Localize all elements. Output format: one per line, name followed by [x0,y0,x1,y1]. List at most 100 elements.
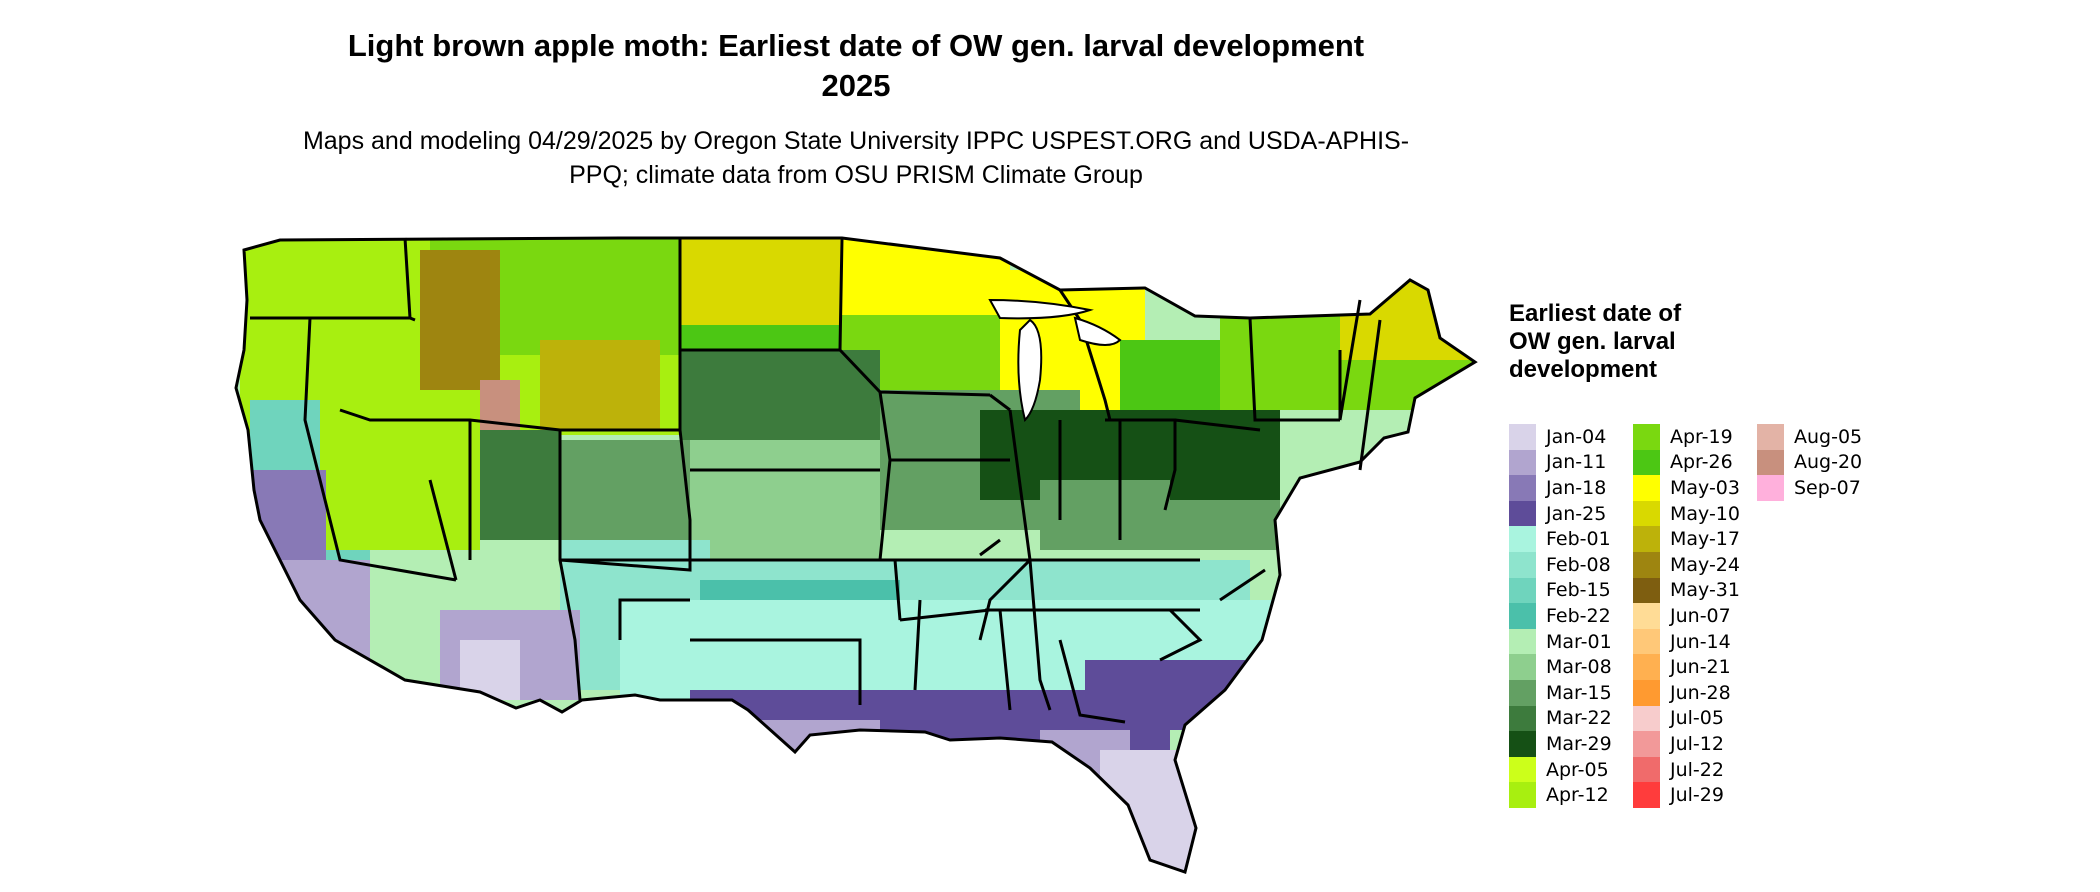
legend-swatch [1633,526,1660,552]
legend-item: Aug-20 [1757,449,1863,476]
legend-item: May-10 [1633,500,1740,527]
legend-label: Feb-08 [1546,553,1611,576]
legend-label: Mar-22 [1546,707,1612,730]
legend-swatch [1509,654,1536,680]
legend-item: May-31 [1633,577,1740,604]
legend-label: May-17 [1670,528,1740,551]
legend-item: Feb-15 [1509,577,1612,604]
legend-item: May-24 [1633,551,1740,578]
map-title: Light brown apple moth: Earliest date of… [347,28,1365,103]
legend-label: Jan-25 [1546,502,1607,525]
legend-item: Mar-15 [1509,679,1612,706]
legend-label: Apr-05 [1546,758,1609,781]
legend-swatch [1633,654,1660,680]
legend-swatch [1633,551,1660,578]
legend-swatch [1633,731,1660,757]
legend-label: Sep-07 [1794,476,1861,499]
legend-item: Jul-29 [1633,782,1740,808]
legend-label: Jan-11 [1546,451,1607,474]
legend-label: Jul-12 [1670,732,1724,755]
legend-swatch [1633,424,1660,450]
legend-label: Jun-28 [1670,681,1731,704]
legend-item: Jul-12 [1633,731,1740,757]
legend-label: Feb-22 [1546,604,1611,627]
legend-item: Jun-28 [1633,679,1740,706]
legend-swatch [1509,424,1536,450]
legend-label: Jan-04 [1546,425,1607,448]
legend-label: May-03 [1670,476,1740,499]
legend-label: Feb-01 [1546,528,1611,551]
legend-swatch [1757,449,1784,476]
legend-swatch [1633,577,1660,604]
legend-item: Jun-21 [1633,654,1740,680]
legend-swatch [1509,756,1536,783]
legend-label: Aug-20 [1794,451,1863,474]
legend-column: Jan-04 Jan-11 Jan-18 Jan-25 Feb-01 Feb-08 Feb-… [1509,424,1612,808]
legend-item: Mar-22 [1509,705,1612,732]
legend-swatch [1633,705,1660,732]
legend-item: Jul-05 [1633,705,1740,732]
legend-swatch [1509,628,1536,655]
legend-item: Jan-11 [1509,449,1612,476]
legend-label: Apr-26 [1670,451,1733,474]
legend-item: Feb-22 [1509,603,1612,629]
legend-label: Feb-15 [1546,579,1611,602]
phenology-raster [236,238,1475,872]
legend-item: May-17 [1633,526,1740,552]
legend-swatch [1633,782,1660,808]
legend-label: Jul-29 [1670,784,1724,807]
legend-swatch [1509,577,1536,604]
legend-swatch [1633,679,1660,706]
legend-swatch [1633,500,1660,527]
legend-label: May-10 [1670,502,1740,525]
legend-swatch [1509,782,1536,808]
legend-swatch [1509,526,1536,552]
legend-label: May-24 [1670,553,1740,576]
legend-item: Jan-18 [1509,475,1612,501]
legend-item: Jun-07 [1633,603,1740,629]
legend-swatch [1633,756,1660,783]
legend-swatch [1633,449,1660,476]
legend-label: Mar-08 [1546,656,1612,679]
legend-item: Jan-25 [1509,500,1612,527]
legend-title: Earliest date of OW gen. larval developm… [1509,300,1682,383]
legend-label: Jun-14 [1670,630,1731,653]
legend-item: May-03 [1633,475,1740,501]
legend-swatch [1509,475,1536,501]
legend-label: Mar-15 [1546,681,1612,704]
legend-item: Apr-26 [1633,449,1740,476]
legend-item: Mar-29 [1509,731,1612,757]
legend-label: Jul-05 [1670,707,1724,730]
legend-label: Jun-07 [1670,604,1731,627]
legend-label: Mar-29 [1546,732,1612,755]
legend-item: Apr-05 [1509,756,1612,783]
legend-item: Feb-01 [1509,526,1612,552]
legend-swatch [1509,731,1536,757]
legend-swatch [1633,628,1660,655]
us-phenology-map [234,236,1478,874]
legend-swatch [1509,679,1536,706]
great-lakes [988,298,1122,422]
legend-swatch [1509,500,1536,527]
map-subtitle: Maps and modeling 04/29/2025 by Oregon S… [302,127,1410,189]
legend-item: Jan-04 [1509,424,1612,450]
state-boundaries [234,236,1478,874]
legend-label: Jan-18 [1546,476,1607,499]
legend-label: May-31 [1670,579,1740,602]
legend-swatch [1633,603,1660,629]
legend-item: Apr-19 [1633,424,1740,450]
legend-label: Jul-22 [1670,758,1724,781]
legend-swatch [1757,475,1784,501]
legend-column: Apr-19 Apr-26 May-03 May-10 May-17 May-24 May-… [1633,424,1740,808]
legend-label: Mar-01 [1546,630,1612,653]
legend-label: Aug-05 [1794,425,1863,448]
legend-column: Aug-05 Aug-20 Sep-07 [1757,424,1862,501]
legend-label: Apr-12 [1546,784,1609,807]
legend-swatch [1757,424,1784,450]
legend-item: Feb-08 [1509,551,1612,578]
legend-item: Aug-05 [1757,424,1862,450]
legend-swatch [1509,449,1536,476]
legend-item: Mar-01 [1509,628,1612,655]
legend-swatch [1509,705,1536,732]
legend-label: Jun-21 [1670,656,1731,679]
